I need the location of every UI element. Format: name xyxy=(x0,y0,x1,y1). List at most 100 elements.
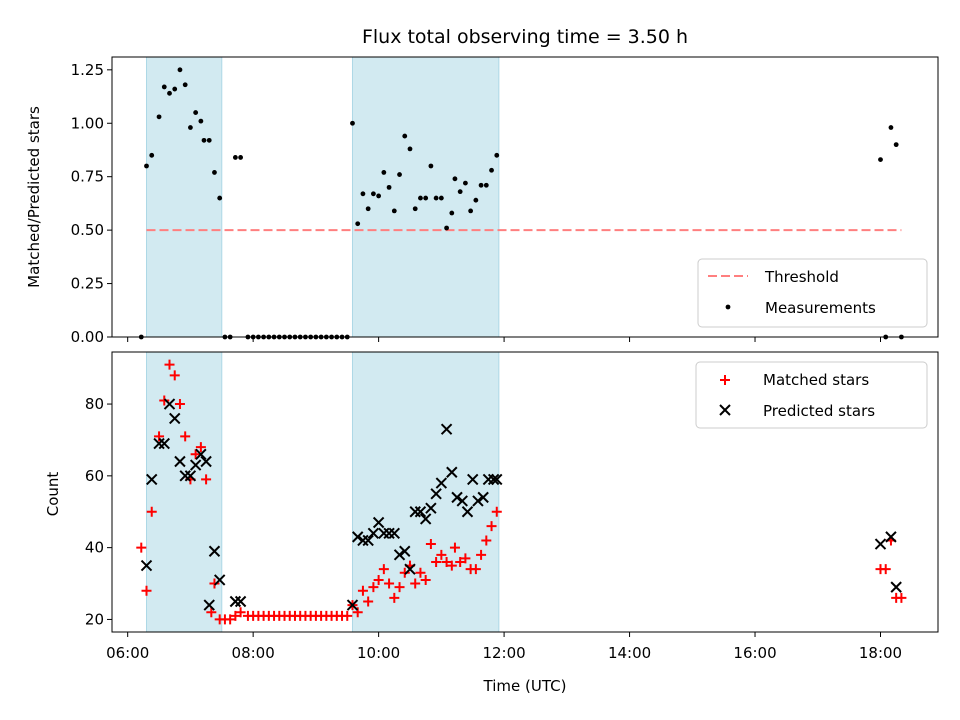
matched-star-point xyxy=(420,574,431,585)
measurement-point xyxy=(365,206,371,212)
measurement-point xyxy=(397,172,402,177)
measurement-point xyxy=(407,146,413,152)
predicted-star-point xyxy=(409,506,421,518)
matched-star-point xyxy=(363,596,374,607)
matched-star-point xyxy=(399,567,410,578)
measurement-point xyxy=(350,120,355,126)
axes-frame xyxy=(111,351,939,633)
observing-band xyxy=(351,351,500,633)
matched-star-point xyxy=(174,399,185,410)
predicted-star-point xyxy=(435,477,448,489)
measurement-point xyxy=(478,182,484,188)
x-tick-label: 10:00 xyxy=(357,644,400,662)
predicted-star-point xyxy=(184,470,197,482)
predicted-star-point xyxy=(430,488,442,500)
measurement-point xyxy=(423,195,429,201)
matched-star-point xyxy=(486,521,497,532)
y-tick-label: 0.00 xyxy=(71,328,104,346)
matched-star-point xyxy=(357,585,368,596)
measurement-point xyxy=(483,182,489,188)
matched-star-point xyxy=(206,607,217,618)
observing-band xyxy=(146,56,223,338)
observing-band xyxy=(146,351,223,633)
measurement-point xyxy=(468,208,474,214)
matched-star-point xyxy=(470,564,481,575)
matched-star-point xyxy=(225,614,236,625)
matched-star-point xyxy=(431,557,442,567)
time-axis-label: Time (UTC) xyxy=(483,677,567,695)
measurement-point xyxy=(893,142,899,148)
matched-star-point xyxy=(389,592,400,603)
matched-star-point xyxy=(410,578,421,589)
y-tick-label: 0.75 xyxy=(71,168,104,186)
measurement-point xyxy=(433,195,439,201)
y-tick-label: 1.25 xyxy=(71,61,104,79)
matched-star-point xyxy=(368,582,379,593)
measurement-point xyxy=(161,84,167,90)
matched-star-point xyxy=(436,549,447,560)
measurement-point xyxy=(177,67,183,73)
legend-threshold-label: Threshold xyxy=(764,268,839,286)
matched-star-point xyxy=(491,506,502,517)
predicted-star-point xyxy=(346,599,359,611)
measurement-point xyxy=(156,114,162,120)
predicted-star-point xyxy=(414,506,427,518)
legend-box xyxy=(695,361,928,429)
matched-star-point xyxy=(164,359,175,370)
measurement-point xyxy=(444,225,449,231)
predicted-star-point xyxy=(461,506,474,518)
predicted-star-point xyxy=(203,599,215,611)
matched-star-point xyxy=(159,395,170,406)
predicted-star-point xyxy=(163,398,176,410)
legend-box xyxy=(697,258,928,328)
measurement-point xyxy=(355,221,361,227)
predicted-star-point xyxy=(200,455,212,468)
legend-predicted-swatch xyxy=(719,404,731,416)
predicted-star-point xyxy=(140,559,153,572)
y-tick-label: 0.50 xyxy=(71,221,104,239)
y-tick-label: 0.25 xyxy=(71,275,104,293)
predicted-star-point xyxy=(451,491,463,504)
measurement-point xyxy=(428,163,434,169)
measurement-point xyxy=(217,195,223,201)
measurement-point xyxy=(449,210,455,216)
matched-star-point xyxy=(230,610,241,621)
predicted-star-point xyxy=(195,448,207,461)
predicted-star-point xyxy=(467,473,479,486)
measurement-point xyxy=(182,82,188,88)
legend-predicted-label: Predicted stars xyxy=(763,402,875,420)
matched-star-point xyxy=(460,553,471,564)
predicted-star-point xyxy=(158,437,170,450)
predicted-star-point xyxy=(477,491,489,504)
matched-star-point xyxy=(415,567,426,578)
legend-matched-swatch xyxy=(720,375,730,385)
matched-star-point xyxy=(449,542,460,553)
x-tick-label: 12:00 xyxy=(482,644,525,662)
y-tick-label: 80 xyxy=(85,395,104,413)
matched-star-point xyxy=(209,578,220,589)
chart-title: Flux total observing time = 3.50 h xyxy=(362,26,688,48)
measurement-point xyxy=(149,152,155,158)
measurement-point xyxy=(370,191,376,197)
matched-star-point xyxy=(190,449,201,460)
measurement-point xyxy=(494,152,500,158)
matched-star-point xyxy=(441,557,452,567)
predicted-star-point xyxy=(456,495,468,507)
predicted-star-point xyxy=(357,534,369,547)
predicted-star-point xyxy=(208,545,221,557)
predicted-star-point xyxy=(378,527,390,539)
x-tick-label: 06:00 xyxy=(106,644,149,662)
measurement-point xyxy=(238,155,244,160)
matched-star-point xyxy=(378,564,389,575)
predicted-star-point xyxy=(362,534,374,547)
measurement-point xyxy=(391,208,397,214)
measurement-point xyxy=(212,170,217,175)
predicted-star-point xyxy=(404,563,416,575)
measurement-point xyxy=(457,189,463,195)
predicted-star-point xyxy=(890,581,902,593)
predicted-star-point xyxy=(491,473,503,486)
matched-star-point xyxy=(141,585,152,596)
legend-measurement-label: Measurements xyxy=(765,299,876,317)
matched-star-point xyxy=(136,542,147,553)
